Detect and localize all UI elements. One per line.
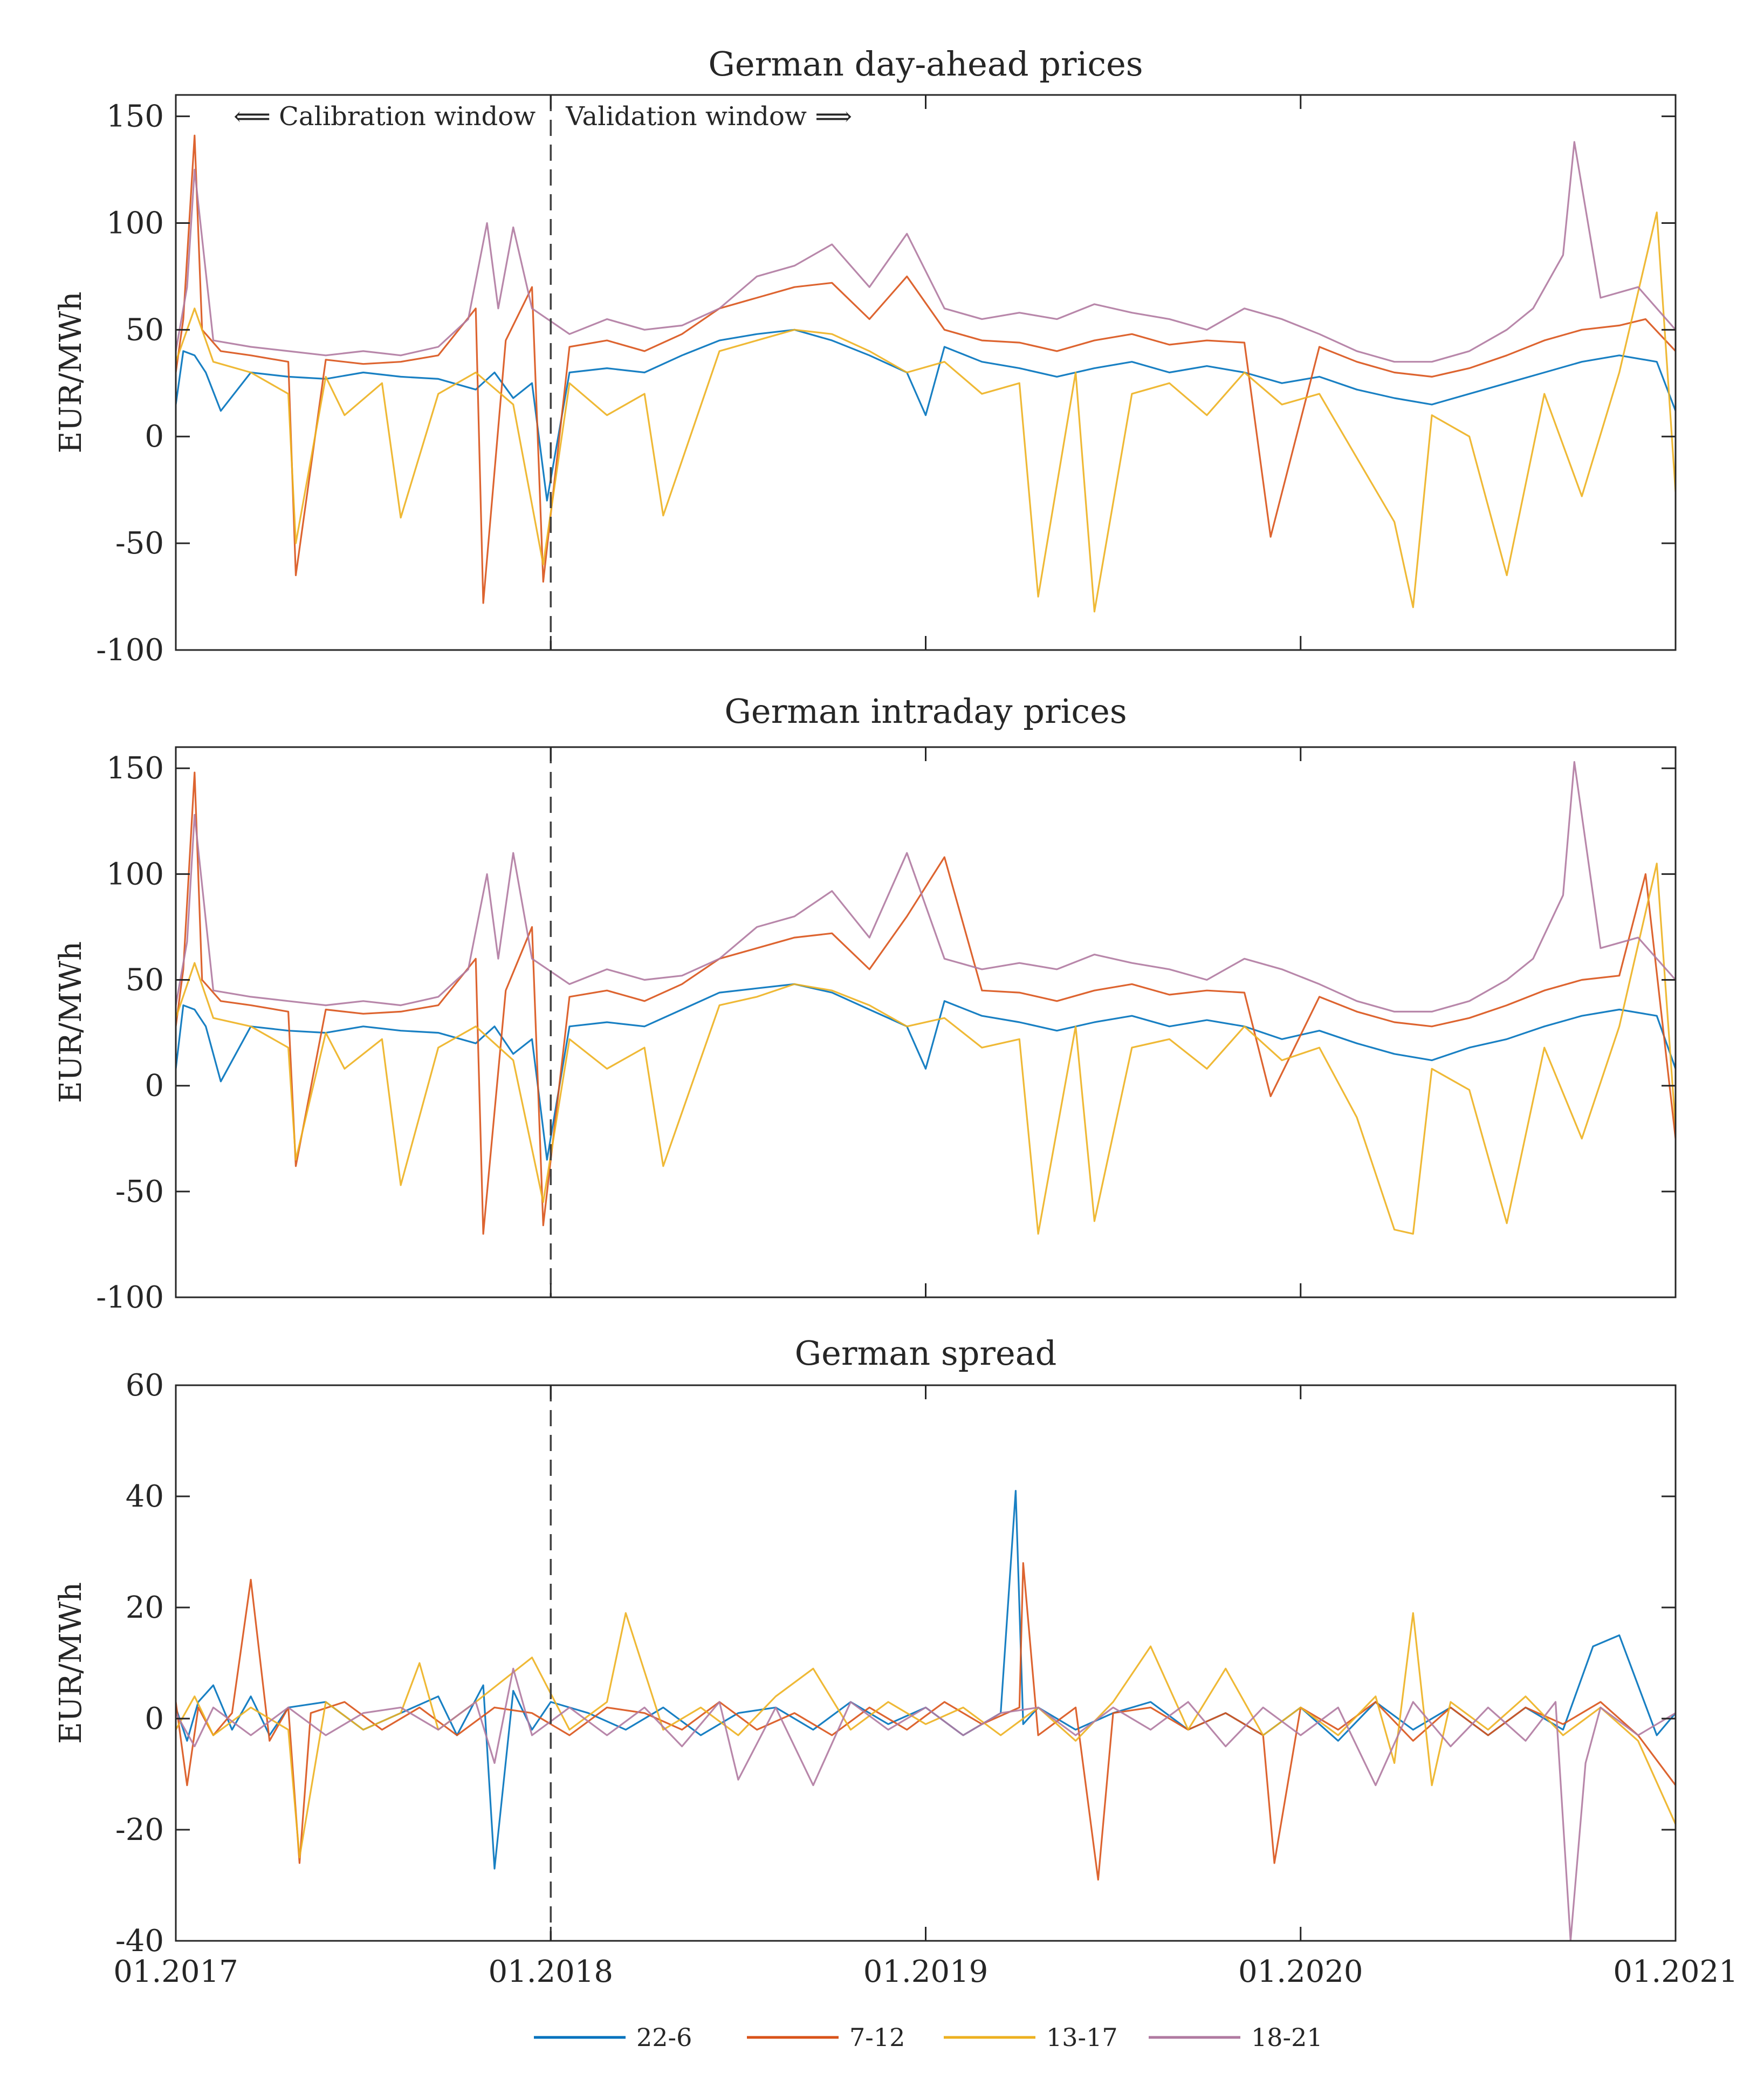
panel-1: German day-ahead prices EUR/MWh ⟸ Calibrat… [53,44,1677,668]
x-tick-label: 01.2021 [1613,1954,1738,1989]
series-line-22-6 [176,983,1676,1161]
series-line-7-12 [176,1562,1676,1881]
y-axis-label: EUR/MWh [53,941,88,1103]
y-tick-label: -40 [115,1924,164,1959]
series-line-7-12 [176,134,1676,604]
validation-window-label: Validation window ⟹ [565,101,852,132]
axes-frame [175,1384,1677,1942]
series-line-7-12 [176,771,1676,1235]
x-tick-label: 01.2019 [863,1954,989,1989]
y-tick-label: 100 [106,857,164,892]
y-tick-label: 150 [106,751,164,786]
y-tick-label: -50 [115,526,164,561]
y-tick-label: 0 [145,1701,164,1736]
y-tick-label: -100 [96,1280,164,1315]
legend-label-22-6: 22-6 [636,2023,692,2052]
panel-title: German day-ahead prices [708,44,1143,84]
panel-2: German intraday prices EUR/MWh -100 -50 0 50 1… [53,692,1677,1315]
calibration-window-label: ⟸ Calibration window [234,101,536,132]
x-tick-label: 01.2020 [1238,1954,1363,1989]
y-tick-label: 50 [126,963,164,998]
series-line-13-17 [176,1612,1676,1859]
series-line-22-6 [176,329,1676,502]
x-tick-label: 01.2018 [488,1954,613,1989]
series-line-18-21 [176,1667,1676,1941]
y-tick-label: 100 [106,206,164,241]
y-tick-label: 0 [145,419,164,454]
series-line-13-17 [176,863,1676,1235]
panel-title: German spread [795,1333,1057,1373]
y-tick-label: -20 [115,1812,164,1848]
legend: 22-6 7-12 13-17 18-21 [534,2023,1323,2052]
y-tick-label: 60 [126,1368,164,1403]
panel-title: German intraday prices [724,692,1127,731]
series-group [176,1490,1676,1941]
y-tick-label: 50 [126,312,164,347]
y-tick-label: -100 [96,633,164,668]
series-line-13-17 [176,211,1676,613]
series-line-22-6 [176,1490,1676,1870]
y-tick-label: -50 [115,1174,164,1209]
y-tick-label: 0 [145,1069,164,1104]
series-group [176,761,1676,1235]
panel-3: German spread EUR/MWh -40 -20 0 20 40 60 01.2017… [53,1333,1738,1989]
y-tick-label: 40 [126,1479,164,1514]
legend-label-7-12: 7-12 [849,2023,905,2052]
y-axis-label: EUR/MWh [53,291,88,453]
series-line-18-21 [176,761,1676,1013]
y-axis-label: EUR/MWh [53,1582,88,1744]
y-tick-label: 20 [126,1590,164,1625]
x-tick-label: 01.2017 [113,1954,238,1989]
series-group [176,134,1676,613]
y-tick-label: 150 [106,99,164,134]
legend-label-18-21: 18-21 [1251,2023,1323,2052]
series-line-18-21 [176,141,1676,363]
legend-label-13-17: 13-17 [1046,2023,1118,2052]
